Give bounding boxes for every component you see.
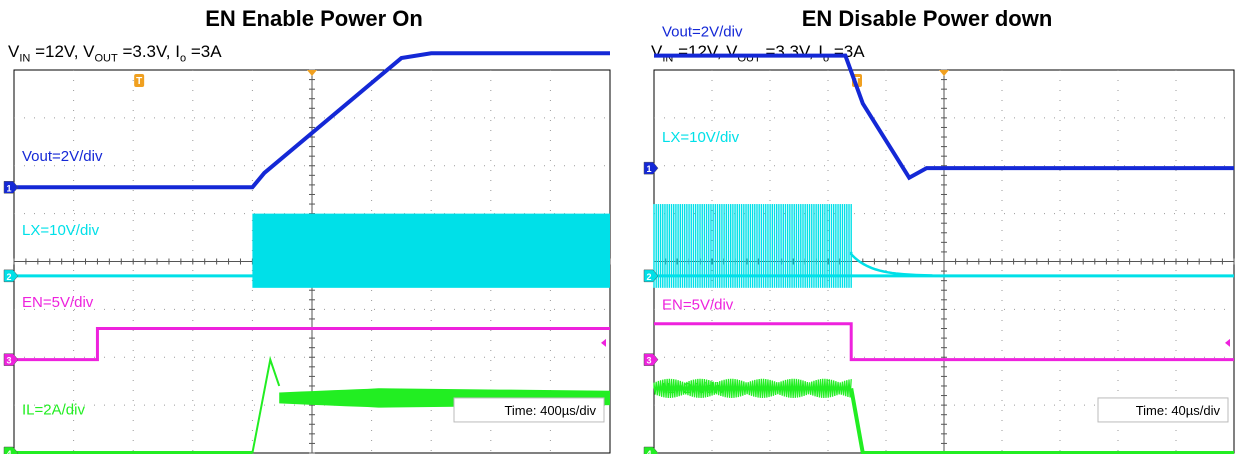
series-il-fall (849, 388, 1234, 454)
series-il-ramp (251, 355, 281, 454)
timebase-box (453, 397, 605, 423)
series-lx-decay (849, 251, 933, 277)
channel-marker-1 (643, 161, 659, 175)
trigger-level-icon (601, 338, 606, 347)
series-lx-burst (653, 204, 852, 288)
left-chart-title: EN Enable Power On (205, 6, 423, 31)
series-vout-line (14, 51, 610, 190)
timebase-label: Time: 40µs/div (1136, 403, 1221, 418)
trigger-flag-label: T (136, 76, 142, 87)
channel-marker-1 (3, 181, 19, 194)
scope-panel-1: T 1 2 3 4 Vout=2V/div LX=10V/div EN=5V/div IL=2A… (3, 51, 611, 454)
series-vout-line (654, 53, 1234, 181)
right-chart-title: EN Disable Power down (801, 6, 1053, 31)
timebase-box (1097, 397, 1229, 423)
series-label-3: EN=5V/div (22, 294, 94, 311)
trigger-position-icon (939, 70, 949, 76)
scope-panel-2: T 1 2 3 4 Vout=2V/div LX=10V/div EN=5V/div IL=2A… (643, 23, 1235, 454)
series-label-1: Vout=2V/div (662, 23, 743, 40)
channel-marker-label: 4 (646, 449, 651, 454)
channel-marker-4 (3, 446, 19, 454)
trigger-flag-icon (134, 74, 145, 87)
trigger-position-icon (307, 70, 317, 76)
channel-marker-2 (3, 269, 19, 283)
series-en-line (654, 322, 1234, 362)
channel-marker-3 (643, 353, 659, 366)
series-label-2: LX=10V/div (22, 222, 100, 239)
channel-marker-2 (643, 269, 659, 283)
series-il-ripple (653, 378, 852, 398)
series-label-4: IL=2A/div (662, 380, 725, 397)
channel-marker-label: 2 (6, 272, 11, 282)
series-en-line (14, 327, 610, 362)
channel-marker-label: 3 (6, 356, 11, 366)
trigger-level-icon (1225, 338, 1230, 347)
channel-marker-label: 1 (6, 183, 11, 193)
channel-marker-label: 4 (6, 449, 11, 454)
series-il-ripple-band (653, 378, 852, 398)
series-label-2: LX=10V/div (662, 129, 740, 146)
trigger-flag-label: T (854, 76, 860, 87)
series-label-4: IL=2A/div (22, 402, 85, 419)
timebase-label: Time: 400µs/div (504, 403, 596, 418)
channel-marker-label: 2 (646, 272, 651, 282)
channel-marker-4 (643, 446, 659, 454)
left-conditions: VIN =12V, VOUT =3.3V, Io =3A (8, 42, 222, 65)
channel-marker-label: 3 (646, 356, 651, 366)
series-label-1: Vout=2V/div (22, 148, 103, 165)
channel-marker-label: 1 (646, 164, 651, 174)
channel-marker-3 (3, 353, 19, 366)
series-lx-burst (252, 213, 610, 288)
series-label-3: EN=5V/div (662, 296, 734, 313)
